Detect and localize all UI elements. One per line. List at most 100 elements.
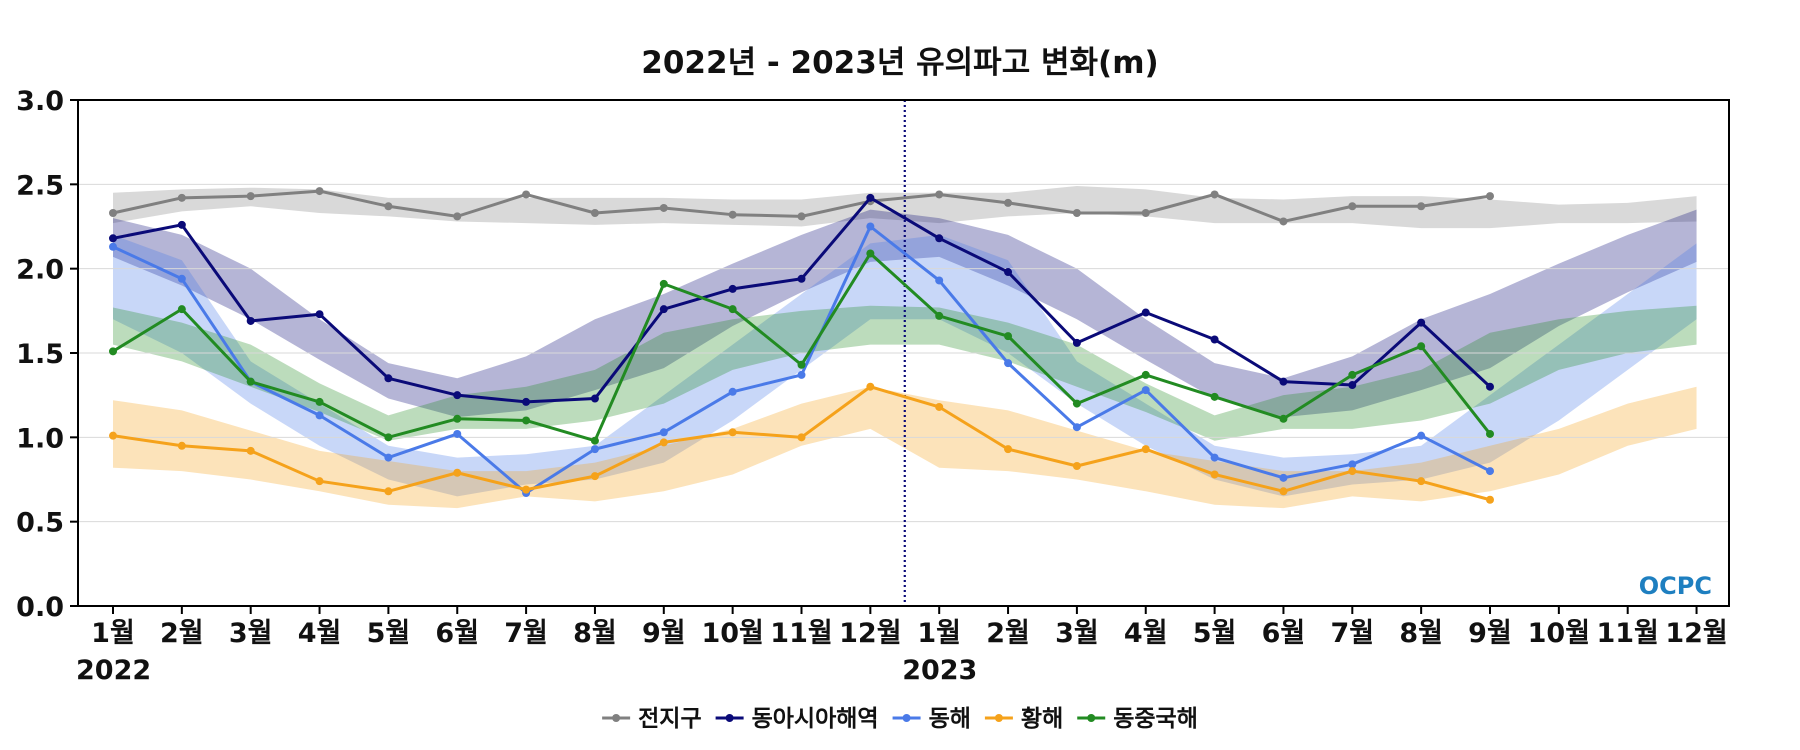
x-tick-label: 5월: [367, 618, 411, 649]
series-1-range-band: [113, 209, 1697, 418]
series-0-point: [1417, 202, 1426, 211]
series-1-point: [315, 310, 324, 319]
series-3-point: [1072, 462, 1081, 471]
series-3-point: [1348, 467, 1357, 476]
legend-label: 동중국해: [1113, 706, 1198, 732]
series-3-point: [659, 438, 668, 447]
series-3-point: [1004, 445, 1013, 454]
x-tick-label: 3월: [229, 618, 273, 649]
y-tick-label: 3.0: [16, 86, 64, 117]
legend-marker: [1087, 714, 1096, 722]
series-0-point: [1279, 217, 1288, 226]
series-0-point: [1004, 198, 1013, 207]
series-1-point: [246, 316, 255, 325]
series-1-point: [453, 391, 462, 400]
series-3: [109, 382, 1494, 504]
y-tick-label: 1.0: [16, 423, 64, 454]
series-2-point: [797, 370, 806, 379]
series-1-point: [728, 284, 737, 293]
series-1-point: [797, 274, 806, 283]
series-4-point: [1072, 399, 1081, 408]
legend-label: 황해: [1021, 706, 1063, 732]
series-4: [109, 249, 1494, 445]
series-2-point: [1210, 453, 1219, 462]
series-4-point: [659, 279, 668, 288]
series-4-point: [866, 249, 875, 258]
legend-marker: [612, 714, 621, 722]
x-tick-label: 10월: [1528, 618, 1590, 649]
series-3-point: [1210, 470, 1219, 479]
legend-item-3: 황해: [984, 706, 1063, 732]
series-2-point: [1072, 423, 1081, 432]
series-4-point: [1279, 414, 1288, 423]
legend-item-1: 동아시아해역: [715, 706, 879, 732]
y-tick-label: 1.5: [16, 339, 64, 370]
x-tick-label: 7월: [504, 618, 548, 649]
series-2-point: [1348, 460, 1357, 469]
series-1-point: [1210, 335, 1219, 344]
series-2-point: [728, 387, 737, 396]
x-tick-label: 8월: [573, 618, 617, 649]
series-1-point: [522, 397, 531, 406]
series-1-point: [866, 193, 875, 202]
series-4-point: [522, 416, 531, 425]
series-0: [109, 187, 1494, 226]
series-0-point: [1486, 192, 1494, 201]
series-2-point: [177, 274, 186, 283]
series-4-point: [109, 347, 117, 356]
series-1-point: [935, 234, 944, 243]
x-tick-label: 6월: [435, 618, 479, 649]
series-4-point: [1486, 429, 1494, 438]
x-tick-label: 3월: [1055, 618, 1099, 649]
series-2-point: [935, 276, 944, 285]
uncertainty-bands: [113, 186, 1697, 509]
series-4-point: [1348, 370, 1357, 379]
series-2-point: [866, 222, 875, 231]
series-1-point: [384, 374, 393, 383]
x-tick-label: 1월: [91, 618, 135, 649]
x-tick-label: 6월: [1262, 618, 1306, 649]
series-3-point: [384, 487, 393, 496]
legend-item-4: 동중국해: [1077, 706, 1198, 732]
series-3-point: [866, 382, 875, 391]
x-tick-label: 9월: [1468, 618, 1512, 649]
series-3-point: [1141, 445, 1150, 454]
series-0-point: [659, 203, 668, 212]
series-1-point: [1072, 338, 1081, 347]
series-4-point: [1417, 342, 1426, 351]
chart-title: 2022년 - 2023년 유의파고 변화(m): [641, 45, 1158, 81]
x-tick-label: 9월: [642, 618, 686, 649]
x-tick-label: 4월: [1124, 618, 1168, 649]
x-tick-label: 5월: [1193, 618, 1237, 649]
series-4-point: [246, 377, 255, 386]
series-1-point: [177, 220, 186, 229]
series-1: [109, 193, 1494, 406]
series-3-point: [453, 468, 462, 477]
x-tick-label: 4월: [298, 618, 342, 649]
x-tick-label: 7월: [1330, 618, 1374, 649]
legend-marker: [725, 714, 734, 722]
series-0-point: [797, 212, 806, 221]
legend-label: 전지구: [638, 706, 701, 732]
series-1-point: [1279, 377, 1288, 386]
series-4-point: [728, 305, 737, 314]
series-4-point: [797, 360, 806, 369]
axes: 0.0 0.5 1.0 1.5 2.0 2.5 3.0 1월 2월 3월 4월 5월 6월 7월 8월 9월 1…: [16, 86, 1728, 686]
x-tick-label: 12월: [839, 618, 901, 649]
series-1-point: [1486, 382, 1494, 391]
series-4-point: [1210, 392, 1219, 401]
series-4-point: [315, 397, 324, 406]
series-2-range-band: [113, 234, 1697, 497]
y-tick-label: 0.0: [16, 592, 64, 623]
legend-label: 동해: [929, 706, 971, 732]
series-4-point: [1141, 370, 1150, 379]
series-4-point: [384, 433, 393, 442]
series-4-point: [453, 414, 462, 423]
series-2-point: [590, 445, 599, 454]
series-3-point: [797, 433, 806, 442]
series-3-point: [109, 431, 117, 440]
series-1-point: [1348, 381, 1357, 390]
legend: 전지구 동아시아해역 동해 황해 동중국해: [602, 706, 1198, 732]
series-2-point: [1279, 473, 1288, 482]
